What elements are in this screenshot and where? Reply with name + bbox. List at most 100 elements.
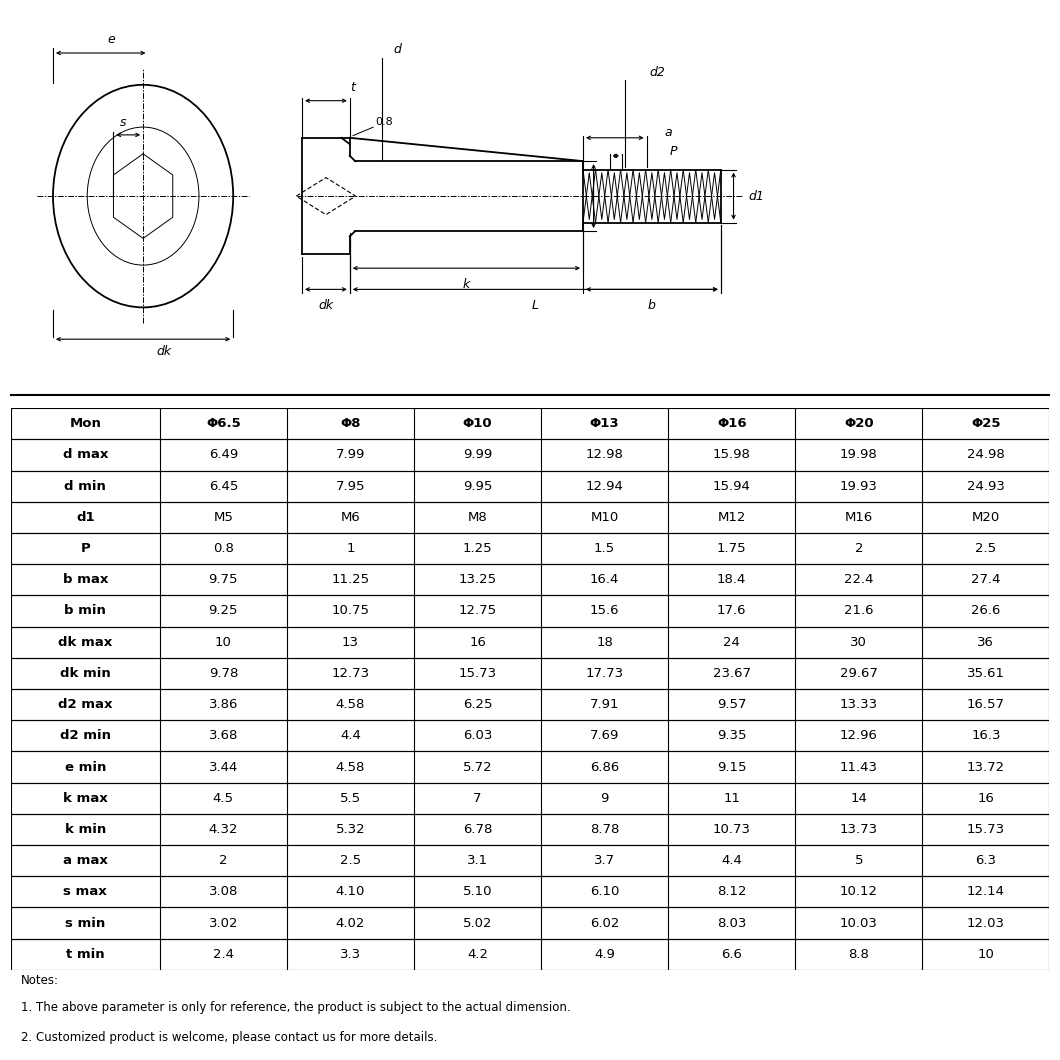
Text: k min: k min <box>65 823 106 836</box>
Text: 4.4: 4.4 <box>340 729 360 742</box>
Text: Φ10: Φ10 <box>463 418 492 430</box>
Text: 6.10: 6.10 <box>590 885 619 899</box>
Text: 8.8: 8.8 <box>848 948 869 960</box>
Text: 5.32: 5.32 <box>336 823 366 836</box>
Text: 0.8: 0.8 <box>375 117 392 127</box>
Text: 10: 10 <box>977 948 994 960</box>
Text: 22.4: 22.4 <box>844 573 873 586</box>
Text: 9.99: 9.99 <box>463 448 492 461</box>
Text: 21.6: 21.6 <box>844 604 873 618</box>
Text: s min: s min <box>65 917 105 930</box>
Text: 8.78: 8.78 <box>590 823 619 836</box>
Text: 6.86: 6.86 <box>590 760 619 774</box>
Text: e: e <box>107 33 116 46</box>
Text: 13.25: 13.25 <box>459 573 496 586</box>
Text: Φ16: Φ16 <box>717 418 746 430</box>
Text: M20: M20 <box>972 511 1000 524</box>
Text: 6.45: 6.45 <box>209 479 239 493</box>
Text: Φ25: Φ25 <box>971 418 1001 430</box>
Text: 1.5: 1.5 <box>594 542 615 555</box>
Text: a max: a max <box>63 854 108 867</box>
Text: d2: d2 <box>650 66 665 78</box>
Text: Φ8: Φ8 <box>340 418 360 430</box>
Text: 7.91: 7.91 <box>589 699 619 711</box>
Text: 3.02: 3.02 <box>209 917 239 930</box>
Text: 13: 13 <box>342 636 359 649</box>
Text: 16: 16 <box>977 792 994 805</box>
Text: 2: 2 <box>854 542 863 555</box>
Text: dk: dk <box>157 346 172 358</box>
Text: P: P <box>669 145 677 158</box>
Text: 27.4: 27.4 <box>971 573 1001 586</box>
Text: 6.03: 6.03 <box>463 729 492 742</box>
Text: 9.75: 9.75 <box>209 573 239 586</box>
Text: 10.03: 10.03 <box>840 917 878 930</box>
Text: 15.6: 15.6 <box>589 604 619 618</box>
Text: 2. Customized product is welcome, please contact us for more details.: 2. Customized product is welcome, please… <box>21 1031 438 1044</box>
Text: M12: M12 <box>718 511 746 524</box>
Text: 6.25: 6.25 <box>463 699 492 711</box>
Text: 9: 9 <box>600 792 608 805</box>
Text: 17.6: 17.6 <box>717 604 746 618</box>
Text: 3.86: 3.86 <box>209 699 239 711</box>
Text: 5: 5 <box>854 854 863 867</box>
Text: 6.49: 6.49 <box>209 448 239 461</box>
Text: 17.73: 17.73 <box>585 667 623 679</box>
Text: 35.61: 35.61 <box>967 667 1005 679</box>
Text: t: t <box>350 82 355 94</box>
Text: 13.72: 13.72 <box>967 760 1005 774</box>
Text: d1: d1 <box>76 511 94 524</box>
Text: 23.67: 23.67 <box>712 667 750 679</box>
Text: 6.78: 6.78 <box>463 823 492 836</box>
Text: b max: b max <box>63 573 108 586</box>
Text: d: d <box>393 43 402 56</box>
Text: 3.7: 3.7 <box>594 854 615 867</box>
Text: 4.02: 4.02 <box>336 917 365 930</box>
Text: 12.96: 12.96 <box>840 729 878 742</box>
Text: 13.33: 13.33 <box>840 699 878 711</box>
Text: 4.2: 4.2 <box>467 948 488 960</box>
Text: L: L <box>532 299 538 312</box>
Text: 9.95: 9.95 <box>463 479 492 493</box>
Text: Notes:: Notes: <box>21 974 59 987</box>
Text: 16: 16 <box>470 636 485 649</box>
Text: t min: t min <box>66 948 105 960</box>
Text: 12.75: 12.75 <box>459 604 496 618</box>
Text: d min: d min <box>65 479 106 493</box>
Text: 4.5: 4.5 <box>213 792 234 805</box>
Text: 2: 2 <box>219 854 228 867</box>
Text: 12.94: 12.94 <box>586 479 623 493</box>
Text: 7.69: 7.69 <box>590 729 619 742</box>
Text: 8.03: 8.03 <box>717 917 746 930</box>
Text: 5.72: 5.72 <box>463 760 492 774</box>
Text: 10.75: 10.75 <box>332 604 370 618</box>
Text: Φ13: Φ13 <box>589 418 619 430</box>
Text: 9.15: 9.15 <box>717 760 746 774</box>
Text: 3.68: 3.68 <box>209 729 239 742</box>
Text: 5.10: 5.10 <box>463 885 492 899</box>
Text: 19.98: 19.98 <box>840 448 878 461</box>
Text: 1.25: 1.25 <box>463 542 492 555</box>
Text: M5: M5 <box>213 511 233 524</box>
Text: 4.32: 4.32 <box>209 823 239 836</box>
Text: 4.4: 4.4 <box>721 854 742 867</box>
Text: a: a <box>664 126 672 139</box>
Text: M6: M6 <box>340 511 360 524</box>
Text: 7.99: 7.99 <box>336 448 365 461</box>
Text: 4.58: 4.58 <box>336 699 365 711</box>
Text: 3.08: 3.08 <box>209 885 239 899</box>
Text: dk: dk <box>318 299 334 312</box>
Text: 7.95: 7.95 <box>336 479 366 493</box>
Text: d2 min: d2 min <box>59 729 110 742</box>
Text: Mon: Mon <box>69 418 101 430</box>
Text: b min: b min <box>65 604 106 618</box>
Text: 14: 14 <box>850 792 867 805</box>
Text: 3.3: 3.3 <box>340 948 361 960</box>
Text: 19.93: 19.93 <box>840 479 878 493</box>
Text: 8.12: 8.12 <box>717 885 746 899</box>
Text: Φ20: Φ20 <box>844 418 873 430</box>
Text: 10.12: 10.12 <box>840 885 878 899</box>
Text: 3.44: 3.44 <box>209 760 239 774</box>
Text: 7: 7 <box>473 792 482 805</box>
Text: 9.78: 9.78 <box>209 667 239 679</box>
